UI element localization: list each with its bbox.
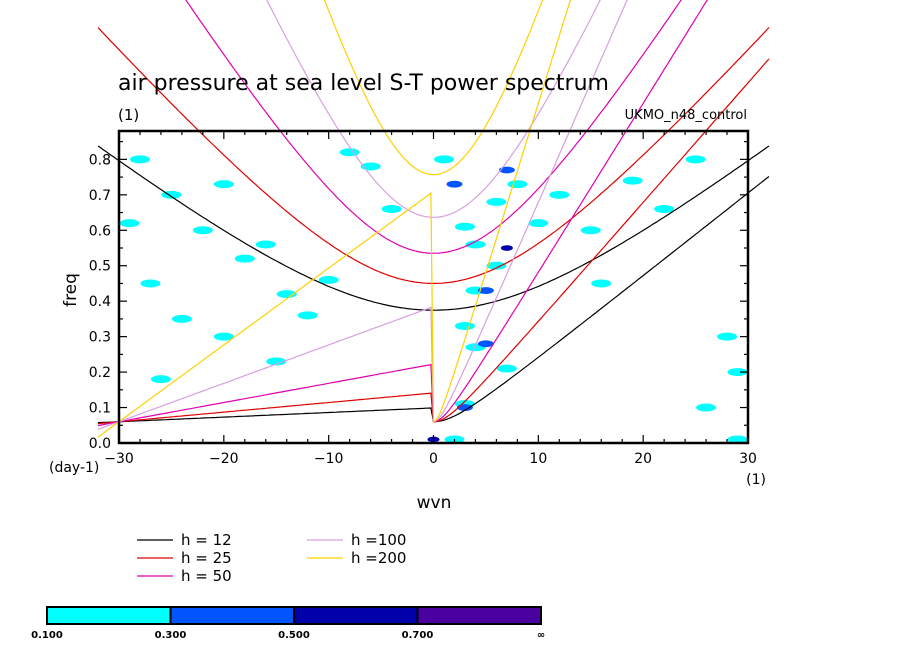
- colorbar-label: 0.300: [155, 630, 187, 641]
- dispersion-curves: [97, 0, 770, 438]
- x-axis-label: wvn: [417, 493, 452, 513]
- contour-patch: [477, 340, 494, 348]
- contour-patch: [339, 148, 360, 157]
- dispersion-curve-gravity: [97, 27, 770, 284]
- legend-label: h =100: [351, 531, 406, 549]
- x-tick-label: −10: [314, 451, 344, 467]
- dispersion-curve-gravity: [97, 145, 770, 311]
- contour-patch: [433, 155, 454, 164]
- colorbar: 0.100 0.300 0.500 0.700 ∞: [31, 606, 545, 641]
- x-tick-label: −30: [104, 451, 134, 467]
- colorbar-label: 0.100: [31, 630, 63, 641]
- contour-patch: [454, 222, 475, 231]
- contour-patch: [171, 314, 192, 323]
- contour-patch: [276, 290, 297, 299]
- contour-patch: [255, 240, 276, 249]
- contour-patch: [477, 287, 494, 294]
- y-units-label: (day-1): [49, 460, 99, 476]
- contour-patch: [498, 166, 515, 174]
- contour-patch: [297, 311, 318, 320]
- contour-patch: [140, 279, 161, 288]
- contour-patch: [213, 332, 234, 341]
- contour-patch: [266, 357, 287, 366]
- colorbar-swatch: [169, 606, 295, 625]
- contour-patch: [654, 205, 675, 213]
- x-tick-label: 20: [634, 451, 652, 467]
- contour-patch: [622, 176, 643, 185]
- contour-patch: [727, 368, 748, 377]
- contour-patch: [150, 375, 171, 384]
- dispersion-curve-kelvin: [97, 0, 571, 438]
- y-tick-label: 0.4: [89, 294, 111, 310]
- colorbar-label: ∞: [537, 630, 545, 641]
- legend-label: h =200: [351, 549, 406, 567]
- colorbar-swatch: [293, 606, 419, 625]
- y-tick-label: 0.5: [89, 259, 111, 275]
- dispersion-curve-gravity: [323, 0, 544, 176]
- contour-patch: [454, 322, 475, 330]
- contour-patch: [486, 197, 507, 206]
- legend-label: h = 50: [181, 567, 232, 585]
- dispersion-curve-gravity: [185, 0, 682, 254]
- colorbar-label: 0.700: [402, 630, 434, 641]
- contour-patch: [234, 254, 255, 263]
- dataset-label: UKMO_n48_control: [625, 108, 747, 123]
- x-tick-label: 30: [739, 451, 757, 467]
- colorbar-swatch: [46, 606, 172, 625]
- contour-patch: [685, 155, 706, 164]
- y-tick-label: 0.0: [89, 436, 111, 452]
- chart-title: air pressure at sea level S-T power spec…: [118, 71, 609, 96]
- contour-patch: [580, 226, 601, 235]
- contour-patch: [446, 180, 463, 188]
- contour-patch: [549, 190, 570, 199]
- y-tick-label: 0.8: [89, 152, 111, 168]
- y-tick-label: 0.7: [89, 188, 111, 204]
- colorbar-label: 0.500: [278, 630, 310, 641]
- contour-patch: [507, 180, 528, 189]
- contour-patch: [696, 403, 717, 412]
- contour-patch: [486, 261, 507, 270]
- colorbar-swatch: [416, 606, 542, 625]
- x-tick-label: 0: [429, 451, 438, 467]
- contour-patch: [192, 226, 213, 235]
- contour-patches: [119, 148, 748, 444]
- legend-label: h = 12: [181, 531, 232, 549]
- contour-patch: [500, 245, 513, 251]
- contour-patch: [318, 275, 339, 284]
- y-tick-label: 0.3: [89, 330, 111, 346]
- axis-ticks: [118, 131, 749, 444]
- contour-patch: [591, 279, 612, 288]
- dispersion-curve-kelvin: [97, 0, 708, 427]
- y-tick-labels: 0.0 0.1 0.2 0.3 0.4 0.5 0.6 0.7 0.8: [89, 152, 111, 452]
- contour-patch: [717, 332, 738, 341]
- legend-label: h = 25: [181, 549, 232, 567]
- contour-patch: [727, 435, 748, 444]
- contour-patch: [496, 364, 517, 373]
- x-tick-label: −20: [209, 451, 239, 467]
- x-tick-label: 10: [529, 451, 547, 467]
- contour-patch: [465, 240, 486, 249]
- x-tick-labels: −30 −20 −10 0 10 20 30: [104, 451, 757, 467]
- contour-patch: [381, 205, 402, 213]
- y-tick-label: 0.6: [89, 223, 111, 239]
- contour-patch: [129, 155, 150, 164]
- y-tick-label: 0.1: [89, 401, 111, 417]
- contour-patch: [213, 180, 234, 189]
- contour-patch: [119, 219, 140, 228]
- y-tick-label: 0.2: [89, 365, 111, 381]
- contour-patch: [528, 219, 549, 228]
- y-axis-label: freq: [61, 273, 81, 307]
- dispersion-curve-gravity: [266, 0, 601, 218]
- x-units-label: (1): [746, 472, 766, 488]
- chart-subtitle: (1): [118, 106, 139, 124]
